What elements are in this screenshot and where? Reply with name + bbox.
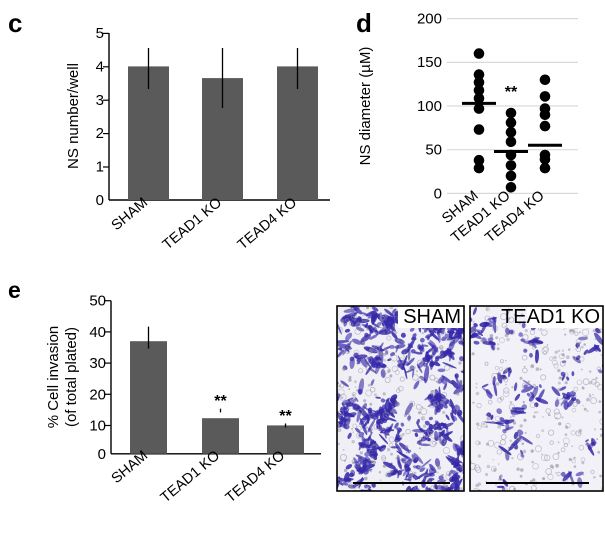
svg-text:30: 30: [89, 355, 106, 372]
svg-text:SHAM: SHAM: [403, 306, 461, 328]
svg-text:0: 0: [96, 192, 104, 209]
svg-text:0: 0: [98, 446, 106, 463]
svg-text:NS number/well: NS number/well: [65, 63, 82, 169]
svg-text:20: 20: [89, 386, 106, 403]
svg-text:150: 150: [417, 54, 442, 71]
svg-text:50: 50: [425, 142, 442, 159]
svg-text:**: **: [214, 393, 227, 410]
svg-text:100: 100: [417, 98, 442, 115]
svg-text:4: 4: [96, 58, 104, 75]
svg-text:% Cell invasion: % Cell invasion: [45, 326, 62, 429]
svg-text:d: d: [356, 8, 372, 38]
svg-text:**: **: [505, 84, 518, 101]
svg-text:c: c: [8, 8, 22, 38]
svg-text:e: e: [8, 277, 21, 303]
svg-text:40: 40: [89, 324, 106, 341]
svg-text:1: 1: [96, 159, 104, 176]
svg-text:5: 5: [96, 25, 104, 42]
svg-text:50: 50: [89, 293, 106, 310]
svg-text:(of total plated): (of total plated): [63, 327, 80, 427]
svg-text:0: 0: [434, 185, 442, 202]
svg-text:10: 10: [89, 418, 106, 435]
svg-text:NS diameter (µM): NS diameter (µM): [357, 47, 374, 166]
svg-text:**: **: [279, 408, 292, 425]
svg-text:3: 3: [96, 92, 104, 109]
svg-text:2: 2: [96, 125, 104, 142]
svg-text:TEAD1 KO: TEAD1 KO: [501, 306, 600, 328]
svg-text:200: 200: [417, 11, 442, 28]
